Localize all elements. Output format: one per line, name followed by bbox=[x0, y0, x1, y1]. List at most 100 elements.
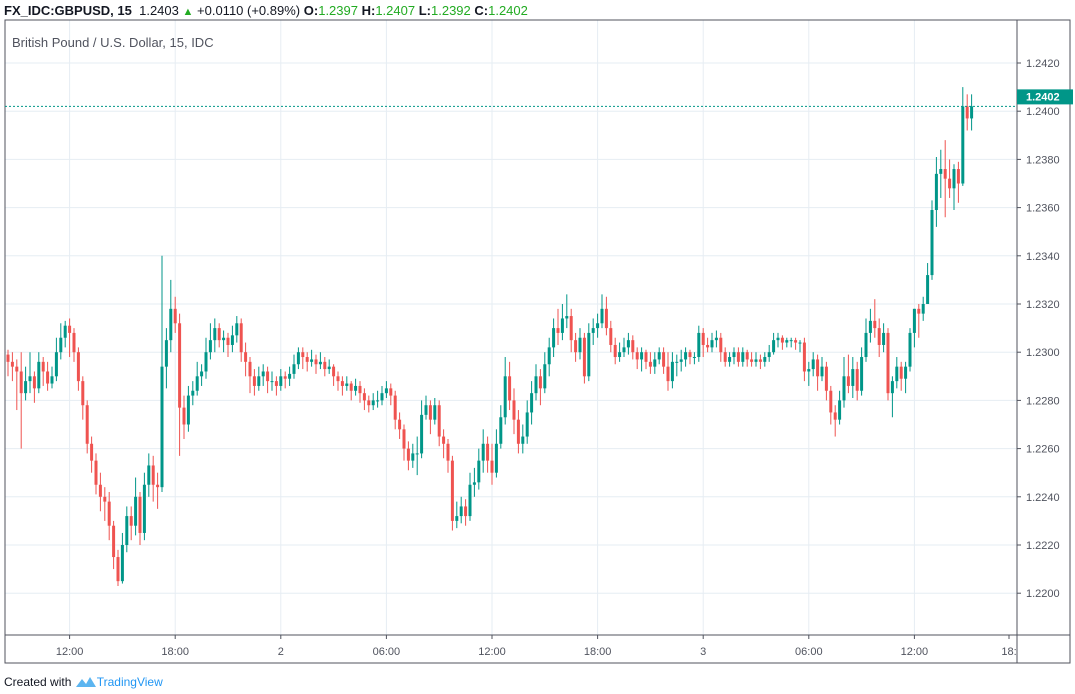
candle bbox=[459, 496, 463, 524]
candle-body bbox=[543, 364, 547, 389]
candle-body bbox=[213, 328, 217, 341]
candle-body bbox=[591, 328, 595, 333]
candle-body bbox=[248, 361, 252, 377]
candle-body bbox=[798, 342, 802, 344]
candle-body bbox=[948, 178, 952, 189]
candle-body bbox=[886, 332, 890, 394]
candle-body bbox=[367, 400, 371, 406]
candle-body bbox=[697, 332, 701, 358]
candle-body bbox=[692, 357, 696, 359]
candle-body bbox=[63, 325, 67, 338]
candle-body bbox=[939, 169, 943, 174]
candle-body bbox=[173, 308, 177, 324]
candle-body bbox=[468, 484, 472, 517]
candle bbox=[270, 371, 274, 391]
candle-body bbox=[754, 359, 758, 362]
candle-body bbox=[182, 407, 186, 425]
candle bbox=[367, 395, 371, 413]
candle bbox=[376, 390, 380, 408]
candle bbox=[521, 424, 525, 454]
candle bbox=[904, 361, 908, 394]
candle bbox=[816, 354, 820, 391]
chart-frame bbox=[4, 19, 1071, 664]
candle-body bbox=[323, 361, 327, 370]
candle-body bbox=[296, 352, 300, 365]
candle-body bbox=[288, 373, 292, 379]
candle-body bbox=[736, 352, 740, 362]
candle-body bbox=[340, 381, 344, 386]
candle bbox=[63, 320, 67, 348]
candle-body bbox=[433, 405, 437, 420]
candle bbox=[494, 429, 498, 478]
tradingview-link[interactable]: TradingView bbox=[96, 675, 163, 689]
candle-body bbox=[437, 405, 441, 437]
candle bbox=[156, 472, 160, 509]
candle bbox=[701, 328, 705, 358]
candle-body bbox=[802, 342, 806, 372]
candle-body bbox=[406, 448, 410, 461]
candle-body bbox=[895, 366, 899, 382]
candle-body bbox=[222, 337, 226, 341]
candle bbox=[10, 352, 14, 382]
y-tick-label: 1.2240 bbox=[1026, 492, 1060, 504]
candle-body bbox=[116, 557, 120, 582]
candle-body bbox=[824, 366, 828, 391]
candle-body bbox=[59, 337, 63, 353]
candle bbox=[785, 337, 789, 348]
y-tick-label: 1.2340 bbox=[1026, 251, 1060, 263]
candle bbox=[873, 299, 877, 338]
candle-body bbox=[54, 352, 58, 377]
candle bbox=[741, 347, 745, 367]
candle-body bbox=[578, 337, 582, 353]
candle bbox=[934, 156, 938, 227]
candle bbox=[807, 361, 811, 386]
y-tick-label: 1.2220 bbox=[1026, 540, 1060, 552]
candle bbox=[468, 472, 472, 521]
candle bbox=[402, 424, 406, 461]
candle bbox=[851, 357, 855, 398]
candle-body bbox=[710, 340, 714, 348]
candle bbox=[921, 296, 925, 321]
candle bbox=[107, 491, 111, 541]
candle-body bbox=[186, 395, 190, 425]
candle bbox=[424, 395, 428, 420]
candle bbox=[486, 436, 490, 473]
candle-body bbox=[596, 323, 600, 329]
candle-body bbox=[156, 484, 160, 488]
candle bbox=[587, 323, 591, 382]
candle bbox=[76, 347, 80, 391]
candle bbox=[728, 352, 732, 367]
candle-body bbox=[921, 304, 925, 314]
candle bbox=[398, 412, 402, 439]
y-tick-label: 1.2260 bbox=[1026, 444, 1060, 456]
candle bbox=[538, 369, 542, 406]
close-value: 1.2402 bbox=[488, 3, 528, 18]
candle bbox=[120, 532, 124, 584]
candle-body bbox=[72, 332, 76, 353]
candle-body bbox=[547, 347, 551, 365]
candle-body bbox=[129, 516, 133, 526]
x-tick-label: 3 bbox=[700, 646, 706, 658]
candle bbox=[151, 455, 155, 502]
candle bbox=[32, 371, 36, 403]
candle bbox=[622, 337, 626, 358]
candle bbox=[838, 390, 842, 425]
candle bbox=[349, 381, 353, 401]
candle-body bbox=[613, 344, 617, 358]
candle-body bbox=[556, 328, 560, 333]
candle bbox=[714, 330, 718, 348]
candle bbox=[908, 328, 912, 372]
candle bbox=[41, 357, 45, 386]
candle bbox=[103, 487, 107, 521]
candle-body bbox=[574, 340, 578, 353]
candle-body bbox=[112, 525, 116, 558]
candle-body bbox=[28, 376, 32, 382]
candle bbox=[345, 376, 349, 391]
candle-body bbox=[890, 381, 894, 394]
candle-body bbox=[648, 361, 652, 367]
candle-body bbox=[640, 352, 644, 360]
x-tick-label: 12:00 bbox=[901, 646, 929, 658]
candle bbox=[433, 397, 437, 425]
candle bbox=[802, 337, 806, 382]
